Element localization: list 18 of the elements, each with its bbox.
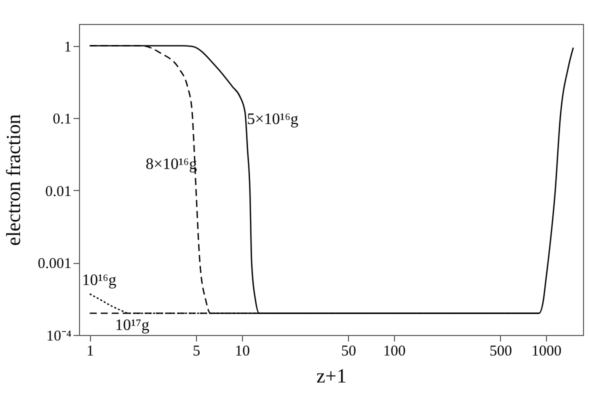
x-axis-title: z+1 (316, 366, 347, 388)
y-tick-label: 10⁻⁴ (46, 328, 72, 344)
y-axis-title: electron fraction (2, 114, 25, 246)
x-tick-label: 10 (234, 344, 250, 360)
x-tick-label: 1 (86, 344, 94, 360)
x-tick-label: 100 (383, 344, 406, 360)
series-label: 5×10¹⁶g (247, 111, 298, 128)
x-tick-label: 5 (192, 344, 200, 360)
y-tick-label: 1 (64, 39, 72, 56)
x-tick-label: 50 (341, 344, 356, 360)
series-label: 10¹⁶g (82, 272, 116, 289)
series-label: 8×10¹⁶g (146, 156, 197, 173)
y-tick-label: 0.1 (52, 112, 72, 128)
y-tick-label: 0.001 (38, 256, 72, 272)
x-tick-label: 1000 (532, 344, 562, 360)
y-tick-label: 0.01 (45, 184, 72, 200)
series-label: 10¹⁷g (115, 317, 150, 334)
x-tick-label: 500 (489, 344, 512, 360)
